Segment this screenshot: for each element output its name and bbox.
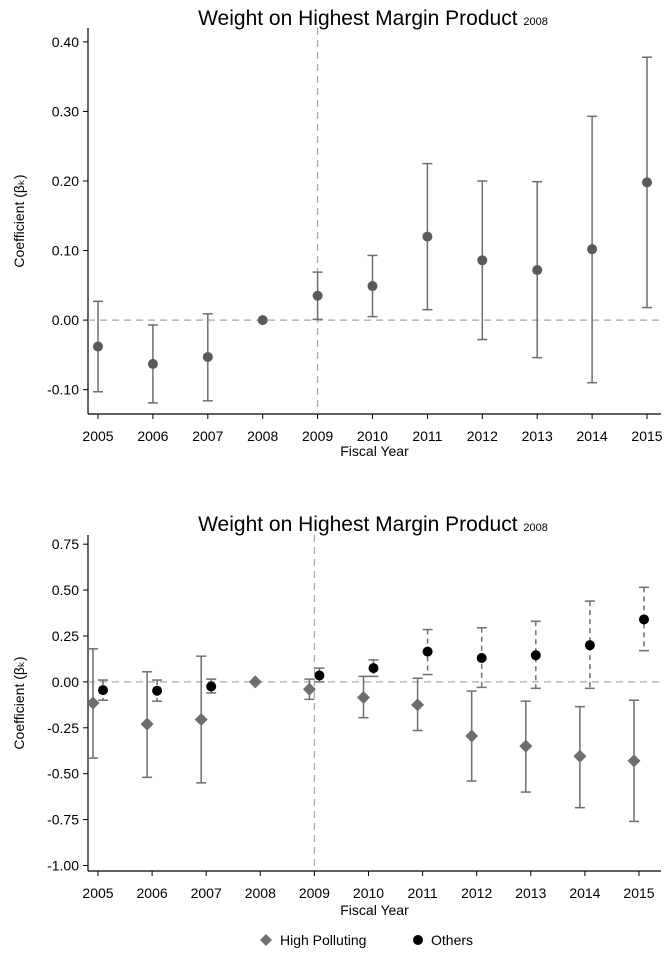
x-tick-label: 2008: [245, 885, 276, 901]
x-tick-label: 2012: [461, 885, 492, 901]
data-point-diamond: [194, 713, 208, 727]
y-tick-label: 0.50: [52, 582, 79, 598]
data-point-circle: [206, 681, 217, 692]
y-tick-label: -1.00: [47, 857, 79, 873]
data-point-circle: [422, 646, 433, 657]
x-tick-label: 2012: [467, 428, 498, 444]
data-point-diamond: [411, 698, 425, 712]
data-point-circle: [367, 281, 378, 292]
data-point-diamond: [519, 739, 533, 753]
x-tick-label: 2006: [137, 885, 168, 901]
data-point-circle: [257, 315, 268, 326]
chart-title-subscript: 2008: [523, 16, 547, 28]
legend-label-high-polluting: High Polluting: [280, 932, 366, 948]
y-tick-label: 0.30: [52, 103, 79, 119]
y-axis-label: Coefficient (βₖ): [11, 656, 27, 749]
x-tick-label: 2005: [82, 428, 113, 444]
x-tick-label: 2010: [353, 885, 384, 901]
x-tick-label: 2015: [631, 428, 662, 444]
chart-title: Weight on Highest Margin Product 2008: [198, 513, 548, 536]
y-tick-label: 0.10: [52, 243, 79, 259]
data-point-diamond: [86, 696, 100, 710]
y-tick-label: -0.75: [47, 812, 79, 828]
x-tick-label: 2008: [247, 428, 278, 444]
x-tick-label: 2006: [137, 428, 168, 444]
data-point-diamond: [465, 729, 479, 743]
y-tick-label: 0.75: [52, 536, 79, 552]
data-point-circle: [642, 177, 652, 188]
legend-marker-others: [413, 935, 423, 945]
data-point-circle: [422, 231, 433, 242]
data-point-diamond: [627, 754, 641, 768]
data-point-circle: [639, 614, 649, 625]
data-point-circle: [312, 290, 323, 301]
data-point-diamond: [302, 682, 316, 696]
y-axis-label: Coefficient (βₖ): [11, 174, 27, 267]
data-point-diamond: [573, 749, 587, 763]
data-point-circle: [93, 341, 103, 352]
data-point-circle: [202, 351, 213, 362]
x-tick-label: 2010: [357, 428, 388, 444]
data-point-circle: [368, 663, 379, 674]
y-tick-label: -0.10: [47, 382, 79, 398]
data-point-circle: [152, 685, 163, 696]
legend-marker-high-polluting: [260, 934, 272, 946]
x-axis-label: Fiscal Year: [340, 902, 409, 918]
y-tick-label: -0.25: [47, 720, 79, 736]
x-tick-label: 2014: [569, 885, 600, 901]
x-tick-label: 2007: [192, 428, 223, 444]
data-point-circle: [476, 653, 487, 664]
y-tick-label: 0.00: [52, 674, 79, 690]
chart-title-subscript: 2008: [523, 522, 547, 534]
data-point-circle: [147, 358, 158, 369]
x-tick-label: 2011: [412, 428, 442, 444]
x-tick-label: 2011: [408, 885, 438, 901]
chart-panel-2: Weight on Highest Margin Product 2008 -1.…: [11, 513, 661, 948]
legend: High Polluting Others: [260, 932, 473, 948]
y-tick-label: 0.20: [52, 173, 79, 189]
x-tick-label: 2005: [82, 885, 113, 901]
data-point-diamond: [248, 675, 262, 689]
data-point-circle: [532, 265, 543, 276]
data-point-circle: [587, 244, 598, 255]
x-axis-label: Fiscal Year: [340, 443, 409, 459]
y-tick-label: 0.00: [52, 312, 79, 328]
data-point-circle: [477, 255, 488, 266]
data-point-circle: [530, 650, 541, 661]
x-tick-label: 2014: [577, 428, 608, 444]
y-tick-label: -0.50: [47, 766, 79, 782]
x-tick-label: 2013: [515, 885, 546, 901]
data-point-circle: [584, 640, 595, 651]
x-tick-label: 2009: [302, 428, 333, 444]
data-point-circle: [98, 685, 108, 696]
x-tick-label: 2007: [191, 885, 222, 901]
x-tick-label: 2013: [522, 428, 553, 444]
chart-panel-1: Weight on Highest Margin Product 2008 -0.…: [11, 7, 663, 459]
y-tick-label: 0.25: [52, 628, 79, 644]
data-point-circle: [314, 670, 325, 681]
chart-title: Weight on Highest Margin Product 2008: [198, 7, 548, 30]
x-tick-label: 2009: [299, 885, 330, 901]
data-point-diamond: [140, 717, 154, 731]
y-tick-label: 0.40: [52, 34, 79, 50]
x-tick-label: 2015: [623, 885, 654, 901]
data-point-diamond: [357, 690, 370, 704]
legend-label-others: Others: [431, 932, 473, 948]
